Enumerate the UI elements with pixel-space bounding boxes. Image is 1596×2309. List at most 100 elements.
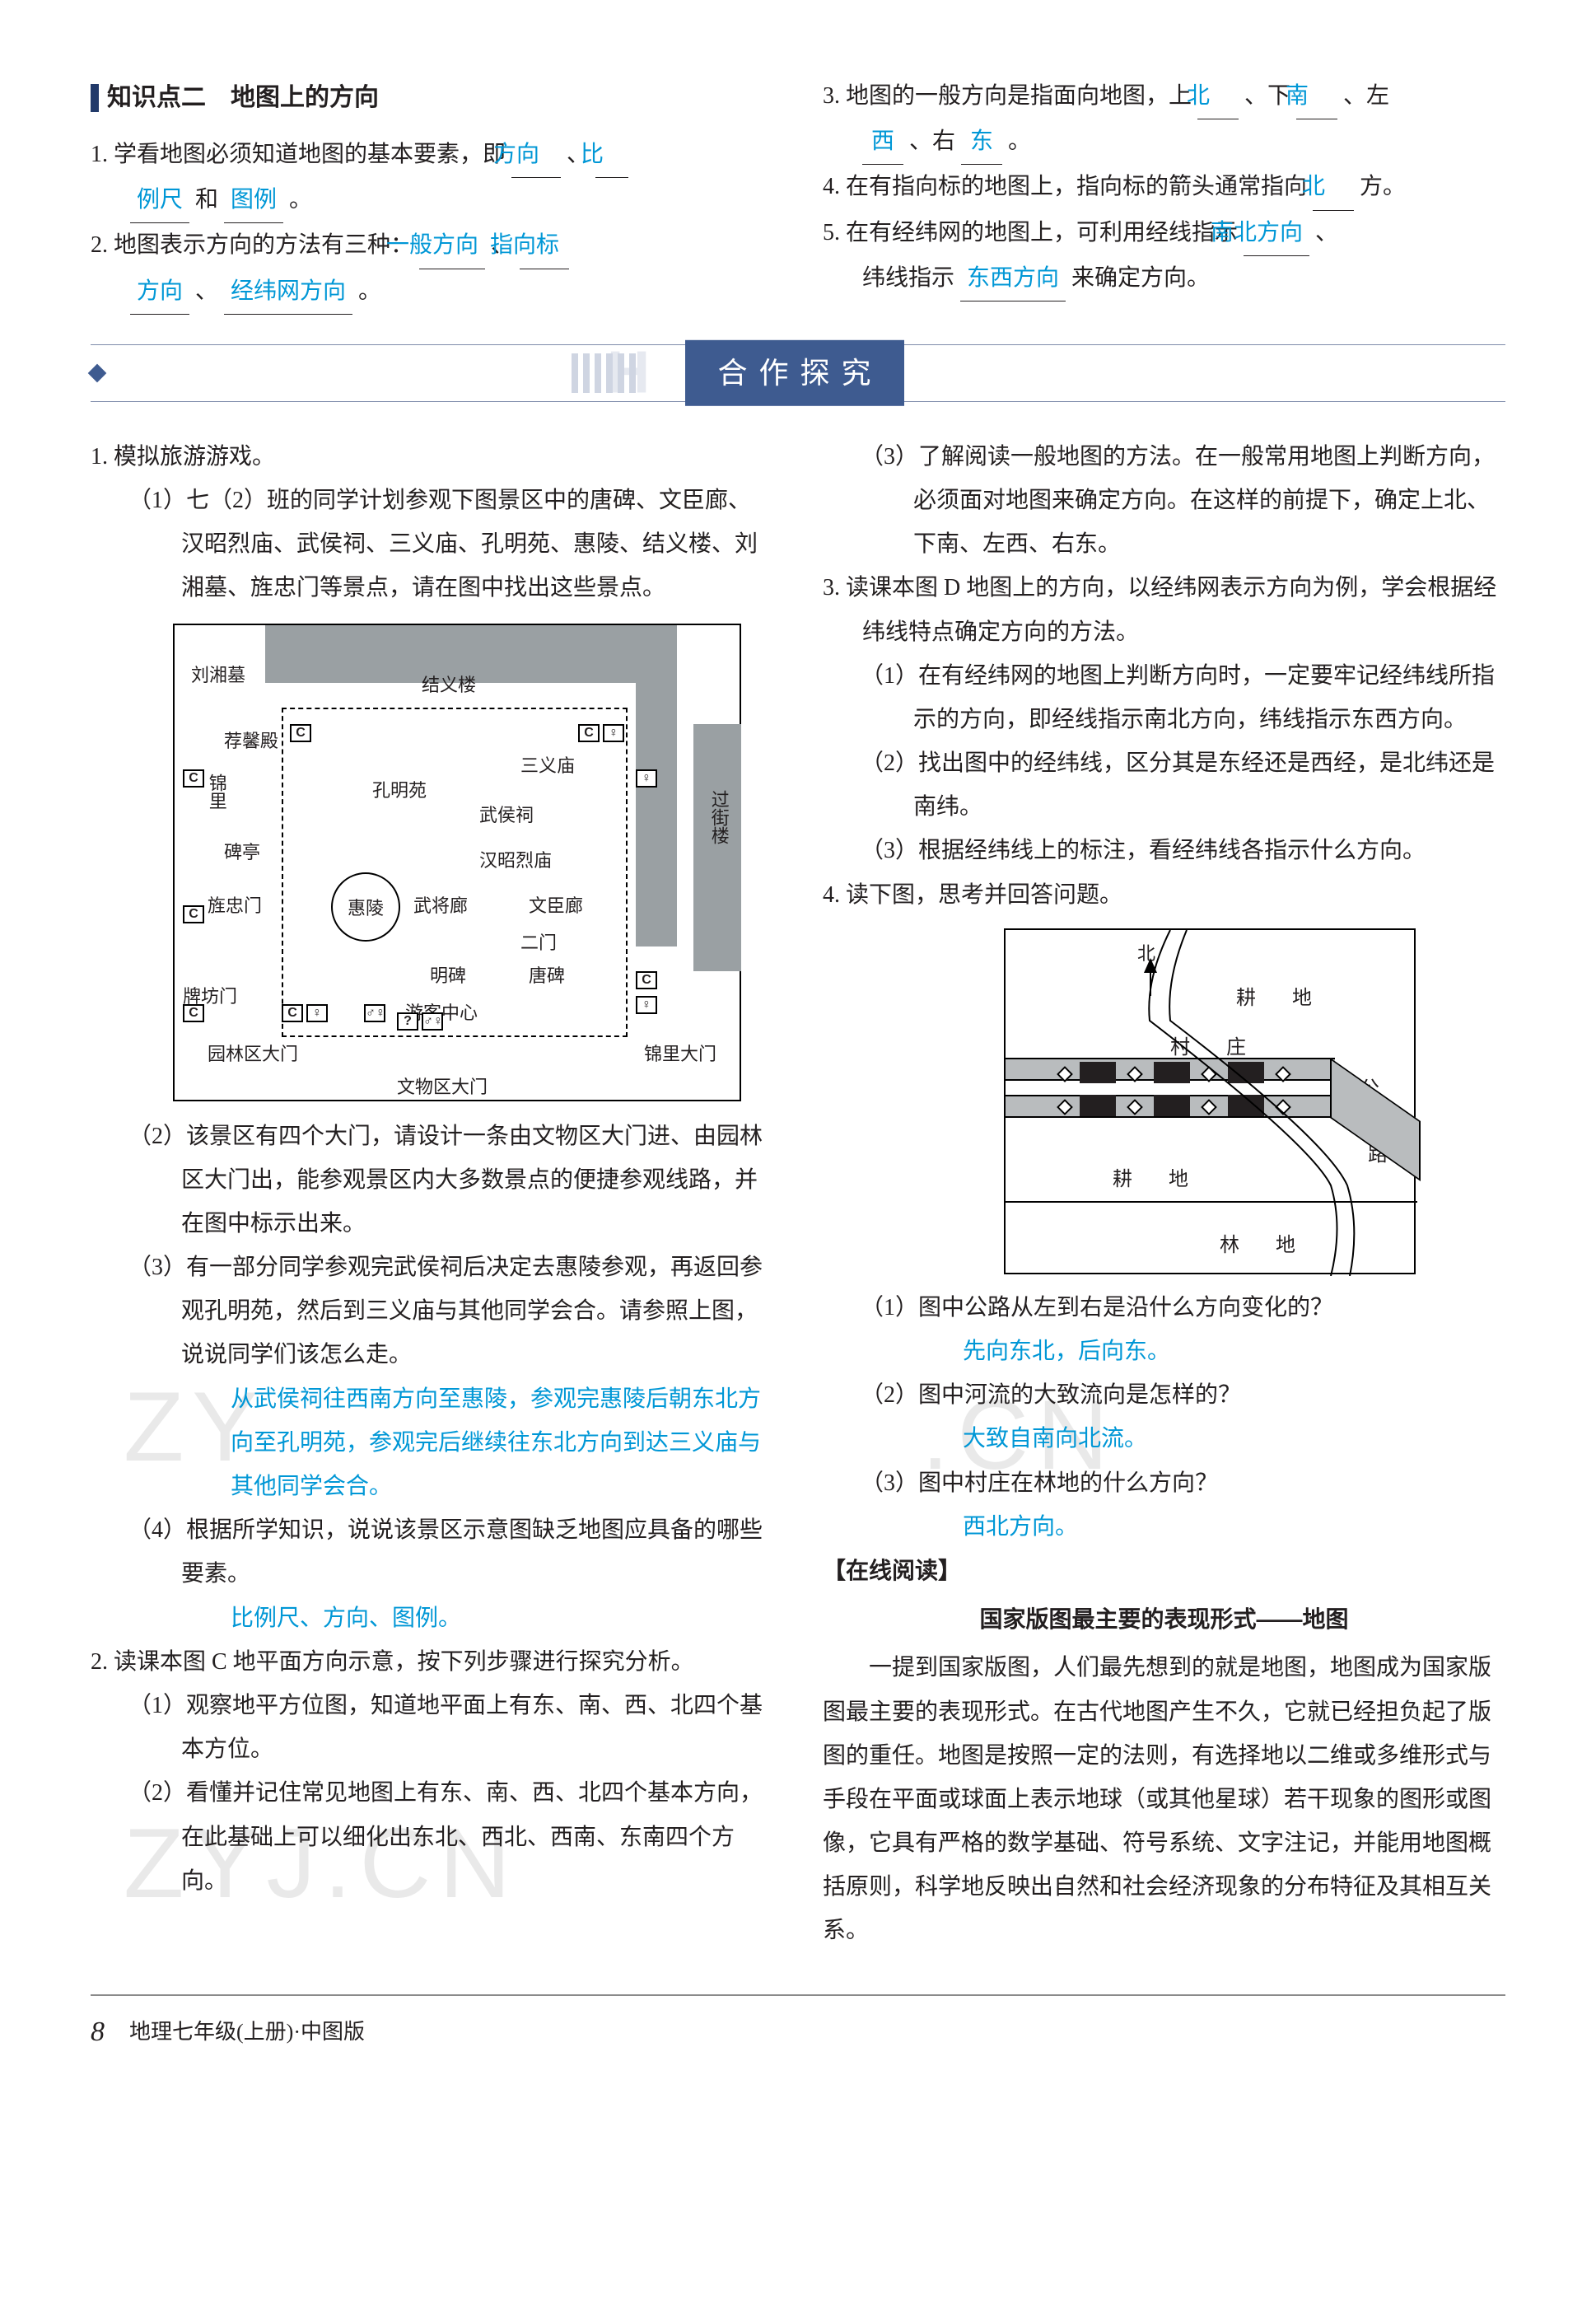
q4-2: （2）图中河流的大致流向是怎样的？ [823, 1373, 1505, 1417]
kpt-l1: 1. 学看地图必须知道地图的基本要素，即 方向 、 比 [91, 133, 773, 178]
page-number: 8 [91, 2006, 105, 2059]
reading-para: 一提到国家版图，人们最先想到的就是地图，地图成为国家版图最主要的表现形式。在古代… [823, 1646, 1505, 1952]
blank-2b: 例尺 [130, 178, 189, 223]
map-icon-11: ? [397, 1012, 418, 1031]
kpt-l5b: 、 [1315, 220, 1338, 245]
kpt-l1e: 。 [289, 187, 312, 213]
a1-4: 比例尺、方向、图例。 [91, 1596, 773, 1640]
section-banner: H 合作探究 [91, 344, 1505, 402]
blank-7: 北 [1197, 74, 1239, 119]
q4-3: （3）图中村庄在林地的什么方向？ [823, 1461, 1505, 1505]
map-lbl-jinli: 锦里 [199, 774, 234, 810]
q4: 4. 读下图，思考并回答问题。 [823, 873, 1505, 917]
map-lbl-quanxindian: 荐馨殿 [224, 724, 278, 759]
map-lbl-ermen: 二门 [520, 926, 557, 961]
q3: 3. 读课本图 D 地图上的方向，以经纬网表示方向为例，学会根据经纬线特点确定方… [823, 566, 1505, 653]
kpt-l4a: 4. 在有指向标的地图上，指向标的箭头通常指向 [823, 174, 1307, 199]
kpt-l1a: 1. 学看地图必须知道地图的基本要素，即 [91, 142, 506, 167]
page-footer: 8 地理七年级(上册)·中图版 [91, 1994, 1505, 2059]
blank-3: 图例 [224, 178, 283, 223]
blank-10: 东 [961, 119, 1002, 165]
footer-text: 地理七年级(上册)·中图版 [129, 2012, 365, 2052]
kpt-l5c: 纬线指示 [862, 265, 954, 291]
map-lbl-huiling: 惠陵 [348, 898, 384, 918]
kpt-left-col: 知识点二 地图上的方向 1. 学看地图必须知道地图的基本要素，即 方向 、 比 … [91, 74, 773, 315]
q2: 2. 读课本图 C 地平面方向示意，按下列步骤进行探究分析。 [91, 1640, 773, 1684]
q1-2: （2）该景区有四个大门，请设计一条由文物区大门进、由园林区大门出，能参观景区内大… [91, 1115, 773, 1246]
body-columns: ZY ZYJ.CN 1. 模拟旅游游戏。 （1）七（2）班的同学计划参观下图景区… [91, 435, 1505, 1953]
map-icon-6: C [183, 905, 204, 923]
kpt-header: 知识点二 地图上的方向 [91, 74, 773, 121]
kpt-l1d: 和 [195, 187, 218, 213]
map-lbl-wuhouci: 武侯祠 [479, 798, 534, 833]
map-icon-8: C [282, 1004, 303, 1022]
map-lbl-wenchenlang: 文臣廊 [529, 889, 583, 923]
map-icon-9: ♀ [306, 1004, 328, 1022]
kpt-l2e: 。 [358, 278, 381, 304]
q1: 1. 模拟旅游游戏。 [91, 435, 773, 479]
map-icon-4: ♀ [603, 724, 624, 742]
kpt-l5: 5. 在有经纬网的地图上，可利用经线指示 南北方向 、 [823, 211, 1505, 256]
banner-diamond-icon [88, 363, 107, 382]
map-lbl-wenwuqudamen: 文物区大门 [397, 1070, 488, 1105]
blank-2a: 比 [595, 133, 628, 178]
blank-9: 西 [862, 119, 903, 165]
kpt-section: 知识点二 地图上的方向 1. 学看地图必须知道地图的基本要素，即 方向 、 比 … [91, 74, 1505, 315]
kpt-l4b: 方。 [1360, 174, 1406, 199]
a4-3: 西北方向。 [823, 1505, 1505, 1549]
q3-1: （1）在有经纬网的地图上判断方向时，一定要牢记经纬线所指示的方向，即经线指示南北… [823, 654, 1505, 741]
q1-3: （3）有一部分同学参观完武侯祠后决定去惠陵参观，再返回参观孔明苑，然后到三义庙与… [91, 1246, 773, 1377]
kpt-l5a: 5. 在有经纬网的地图上，可利用经线指示 [823, 220, 1238, 245]
kpt-l3a: 3. 地图的一般方向是指面向地图，上 [823, 83, 1192, 109]
right-column: .CN （3）了解阅读一般地图的方法。在一般常用地图上判断方向，必须面对地图来确… [823, 435, 1505, 1953]
map-lbl-jieyilou: 结义楼 [422, 668, 476, 703]
reading-title: 国家版图最主要的表现形式——地图 [823, 1597, 1505, 1641]
map-lbl-mingbei: 明碑 [430, 959, 466, 993]
map-icon-2: C [290, 724, 311, 742]
map-lbl-wujianglang: 武将廊 [413, 889, 468, 923]
map-bg-far-right [693, 724, 741, 971]
blank-1: 方向 [511, 133, 561, 178]
map-lbl-beiting: 碑亭 [224, 835, 260, 870]
map-icon-14: ♀ [636, 996, 657, 1014]
kpt-l2: 2. 地图表示方向的方法有三种： 一般方向 、 指向标 [91, 223, 773, 269]
q1-1: （1）七（2）班的同学计划参观下图景区中的唐碑、文臣廊、汉昭烈庙、武侯祠、三义庙… [91, 479, 773, 610]
a1-3: 从武侯祠往西南方向至惠陵，参观完惠陵后朝东北方向至孔明苑，参观完后继续往东北方向… [91, 1377, 773, 1509]
map-lbl-guojielou: 过街楼 [702, 790, 736, 844]
map-icon-1: C [183, 769, 204, 788]
map-lbl-jinlidamen: 锦里大门 [644, 1037, 716, 1072]
kpt-l1-cont: 例尺 和 图例 。 [91, 178, 773, 223]
map-icon-3: C [578, 724, 600, 742]
q4-1: （1）图中公路从左到右是沿什么方向变化的？ [823, 1286, 1505, 1330]
kpt-right-col: 3. 地图的一般方向是指面向地图，上 北 、下 南 、左 西 、右 东 。 4.… [823, 74, 1505, 315]
map-icon-7: C [183, 1004, 204, 1022]
village-map: 北 耕 地 村 庄 耕 地 林 地 公 路 [1004, 928, 1416, 1274]
a4-1: 先向东北，后向东。 [823, 1330, 1505, 1373]
banner-label: 合作探究 [685, 340, 904, 406]
map-icon-12: ♂♀ [422, 1012, 443, 1031]
map-lbl-yuanlinqudamen: 园林区大门 [208, 1037, 298, 1072]
kpt-l3-cont: 西 、右 东 。 [823, 119, 1505, 165]
q3-3: （3）根据经纬线上的标注，看经纬线各指示什么方向。 [823, 829, 1505, 872]
kpt-bar [91, 84, 99, 112]
kpt-l3c: 、左 [1343, 83, 1389, 109]
map-lbl-hanzhaoliemiao: 汉昭烈庙 [479, 844, 552, 878]
map-icon-5: ♀ [636, 769, 657, 788]
blank-6: 经纬网方向 [224, 269, 352, 315]
kpt-l3: 3. 地图的一般方向是指面向地图，上 北 、下 南 、左 [823, 74, 1505, 119]
kpt-l3e: 。 [1008, 129, 1031, 154]
blank-5b: 方向 [130, 269, 189, 315]
blank-11: 北 [1313, 165, 1354, 210]
q2-2: （2）看懂并记住常见地图上有东、南、西、北四个基本方向，在此基础上可以细化出东北… [91, 1771, 773, 1903]
kpt-l3b: 、下 [1244, 83, 1290, 109]
q2-1: （1）观察地平方位图，知道地平面上有东、南、西、北四个基本方位。 [91, 1684, 773, 1771]
kpt-l4: 4. 在有指向标的地图上，指向标的箭头通常指向 北 方。 [823, 165, 1505, 210]
blank-5a: 指向标 [520, 223, 569, 269]
kpt-l3d: 、右 [909, 129, 955, 154]
kpt-l2a: 2. 地图表示方向的方法有三种： [91, 232, 413, 258]
map-icon-10: ♂♀ [364, 1004, 385, 1022]
blank-8: 南 [1296, 74, 1337, 119]
kpt-title: 知识点二 地图上的方向 [107, 74, 379, 121]
kpt-l2d: 、 [195, 278, 218, 304]
map-lbl-tangbei: 唐碑 [529, 959, 565, 993]
